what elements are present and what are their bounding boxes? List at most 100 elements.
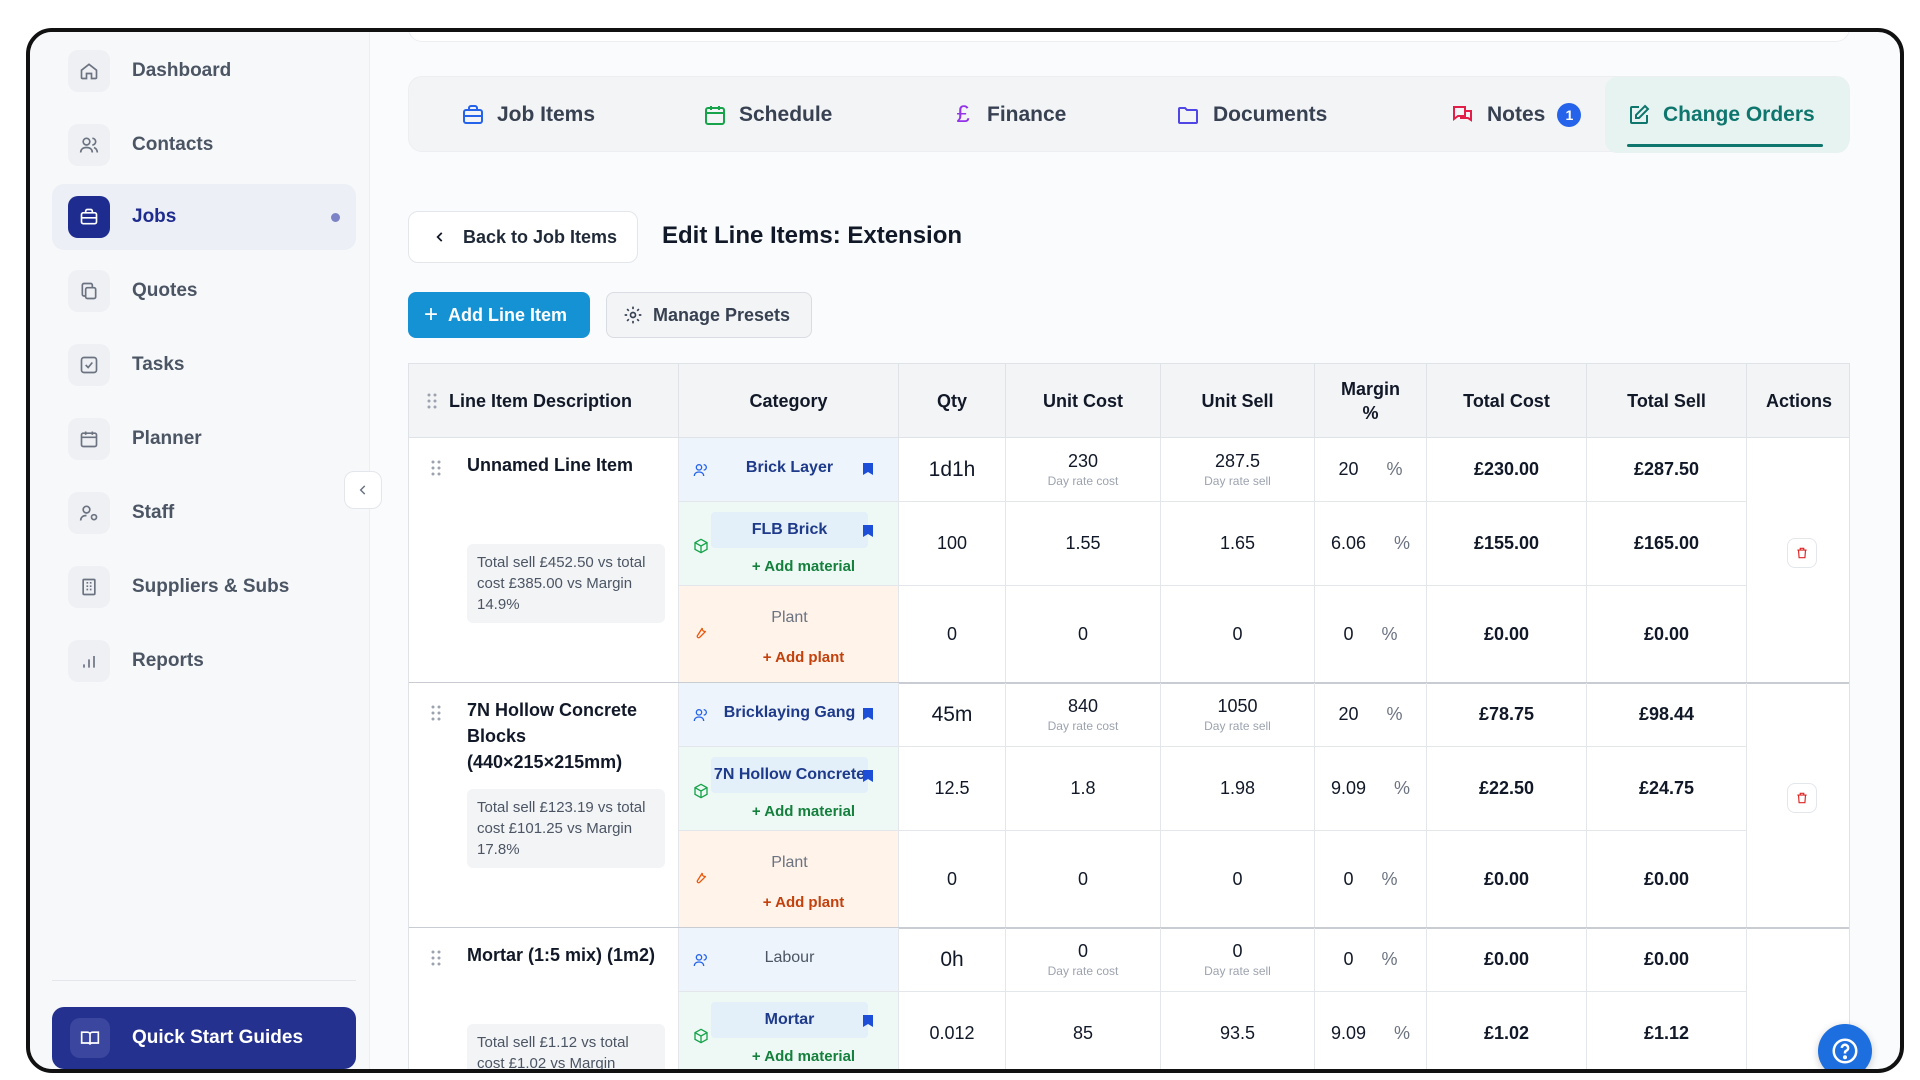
material-name-field[interactable]: Mortar <box>711 1002 868 1038</box>
drag-handle-icon[interactable] <box>431 705 441 721</box>
tab-job-items[interactable]: Job Items <box>461 77 595 153</box>
total-cost-cell: £155.00 <box>1427 502 1587 586</box>
unit-cost-value: 0 <box>1077 868 1088 889</box>
unit-cost-value: 840 <box>1067 696 1099 716</box>
add-material-link[interactable]: + Add material <box>751 803 856 820</box>
manage-presets-button[interactable]: Manage Presets <box>606 292 812 338</box>
margin-cell[interactable]: 0% <box>1315 586 1427 683</box>
col-header-label: Line Item Description <box>449 390 633 411</box>
percent-sign: % <box>1381 949 1398 969</box>
sidebar-item-suppliers[interactable]: Suppliers & Subs <box>52 554 356 620</box>
bookmark-icon[interactable] <box>862 707 874 721</box>
total-cost-value: £0.00 <box>1483 949 1530 969</box>
drag-handle-icon[interactable] <box>431 950 441 966</box>
drag-handle-icon[interactable] <box>431 460 441 476</box>
margin-cell[interactable]: 9.09% <box>1315 992 1427 1069</box>
category-name[interactable]: Labour <box>764 949 815 966</box>
qty-cell[interactable]: 0h <box>899 928 1006 992</box>
margin-cell[interactable]: 20% <box>1315 683 1427 747</box>
qty-cell[interactable]: 0 <box>899 586 1006 683</box>
add-material-link[interactable]: + Add material <box>751 1048 856 1065</box>
line-item-title[interactable]: 7N Hollow Concrete Blocks (440×215×215mm… <box>467 700 638 772</box>
unit-sell-cell[interactable]: 0 <box>1161 586 1315 683</box>
sidebar-item-tasks[interactable]: Tasks <box>52 332 356 398</box>
sidebar-item-dashboard[interactable]: Dashboard <box>52 38 356 104</box>
category-name[interactable]: Bricklaying Gang <box>723 704 856 721</box>
unit-sell-cell[interactable]: 93.5 <box>1161 992 1315 1069</box>
margin-input: 6.06% <box>1331 533 1410 554</box>
unit-cost-cell[interactable]: 1.55 <box>1006 502 1161 586</box>
tab-schedule[interactable]: Schedule <box>703 77 832 153</box>
sidebar-item-quotes[interactable]: Quotes <box>52 258 356 324</box>
tab-notes[interactable]: Notes 1 <box>1449 77 1582 153</box>
day-rate-cost-hint: Day rate cost <box>1047 964 1119 978</box>
delete-line-item-button[interactable] <box>1787 782 1817 813</box>
margin-cell[interactable]: 0% <box>1315 831 1427 928</box>
unit-sell-value: 1050 <box>1217 696 1258 716</box>
total-sell-value: £0.00 <box>1643 949 1690 969</box>
unit-cost-cell[interactable]: 840 Day rate cost <box>1006 683 1161 747</box>
line-item-title[interactable]: Mortar (1:5 mix) (1m2) <box>467 945 656 965</box>
sidebar-item-jobs[interactable]: Jobs <box>52 184 356 250</box>
unit-sell-cell[interactable]: 0 <box>1161 831 1315 928</box>
category-name: Plant <box>771 609 808 626</box>
quick-start-guides-button[interactable]: Quick Start Guides <box>52 1007 356 1069</box>
collapse-sidebar-button[interactable] <box>344 471 382 509</box>
unit-cost-cell[interactable]: 0 Day rate cost <box>1006 928 1161 992</box>
tab-label: Schedule <box>739 103 833 126</box>
percent-sign: % <box>1394 778 1411 798</box>
unit-cost-cell[interactable]: 1.8 <box>1006 747 1161 831</box>
sidebar-item-reports[interactable]: Reports <box>52 628 356 694</box>
tab-finance[interactable]: £ Finance <box>951 77 1066 153</box>
unit-cost-cell[interactable]: 230 Day rate cost <box>1006 438 1161 502</box>
unit-sell-cell[interactable]: 287.5 Day rate sell <box>1161 438 1315 502</box>
delete-line-item-button[interactable] <box>1787 537 1817 568</box>
line-item-summary: Total sell £1.12 vs total cost £1.02 vs … <box>467 1024 665 1069</box>
unit-cost-cell[interactable]: 0 <box>1006 831 1161 928</box>
total-cost-cell: £230.00 <box>1427 438 1587 502</box>
unit-cost-value: 1.55 <box>1065 533 1101 553</box>
qty-cell[interactable]: 0.012 <box>899 992 1006 1069</box>
sidebar-item-staff[interactable]: Staff <box>52 480 356 546</box>
day-rate-cost-hint: Day rate cost <box>1047 474 1119 488</box>
margin-cell[interactable]: 9.09% <box>1315 747 1427 831</box>
add-plant-link[interactable]: + Add plant <box>762 894 845 911</box>
bookmark-icon[interactable] <box>862 524 874 538</box>
add-material-link[interactable]: + Add material <box>751 558 856 575</box>
help-button[interactable] <box>1818 1024 1872 1069</box>
total-cost-value: £0.00 <box>1483 623 1530 644</box>
unit-sell-cell[interactable]: 1050 Day rate sell <box>1161 683 1315 747</box>
qty-cell[interactable]: 45m <box>899 683 1006 747</box>
add-line-item-button[interactable]: + Add Line Item <box>408 292 590 338</box>
qty-cell[interactable]: 12.5 <box>899 747 1006 831</box>
tab-label: Finance <box>987 103 1067 126</box>
tab-label: Change Orders <box>1663 103 1815 126</box>
unit-sell-cell[interactable]: 1.98 <box>1161 747 1315 831</box>
back-to-job-items-button[interactable]: Back to Job Items <box>408 211 638 263</box>
bookmark-icon[interactable] <box>862 769 874 783</box>
qty-cell[interactable]: 0 <box>899 831 1006 928</box>
margin-cell[interactable]: 20% <box>1315 438 1427 502</box>
unit-cost-cell[interactable]: 85 <box>1006 992 1161 1069</box>
bookmark-icon[interactable] <box>862 462 874 476</box>
tab-documents[interactable]: Documents <box>1175 77 1327 153</box>
unit-sell-cell[interactable]: 0 Day rate sell <box>1161 928 1315 992</box>
unit-cost-cell[interactable]: 0 <box>1006 586 1161 683</box>
sidebar-item-planner[interactable]: Planner <box>52 406 356 472</box>
margin-cell[interactable]: 6.06% <box>1315 502 1427 586</box>
unit-sell-cell[interactable]: 1.65 <box>1161 502 1315 586</box>
unit-sell-value: 0 <box>1232 941 1243 961</box>
bookmark-icon[interactable] <box>862 1014 874 1028</box>
tab-change-orders[interactable]: Change Orders <box>1605 77 1849 153</box>
add-plant-link[interactable]: + Add plant <box>762 649 845 666</box>
margin-cell[interactable]: 0% <box>1315 928 1427 992</box>
sidebar-item-contacts[interactable]: Contacts <box>52 112 356 178</box>
line-item-title[interactable]: Unnamed Line Item <box>467 455 634 475</box>
material-name-field[interactable]: 7N Hollow Concrete <box>711 757 868 793</box>
qty-cell[interactable]: 100 <box>899 502 1006 586</box>
material-name-field[interactable]: FLB Brick <box>711 512 868 548</box>
total-cost-cell: £78.75 <box>1427 683 1587 747</box>
day-rate-sell-hint: Day rate sell <box>1204 964 1271 978</box>
category-name[interactable]: Brick Layer <box>745 459 834 476</box>
qty-cell[interactable]: 1d1h <box>899 438 1006 502</box>
